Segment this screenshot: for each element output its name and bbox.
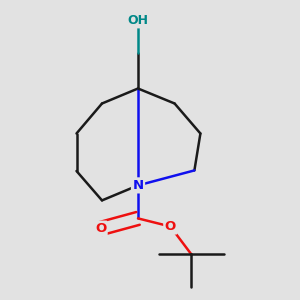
Text: O: O: [95, 222, 106, 235]
Text: OH: OH: [128, 14, 148, 27]
Text: N: N: [132, 179, 144, 192]
Text: O: O: [165, 220, 176, 233]
